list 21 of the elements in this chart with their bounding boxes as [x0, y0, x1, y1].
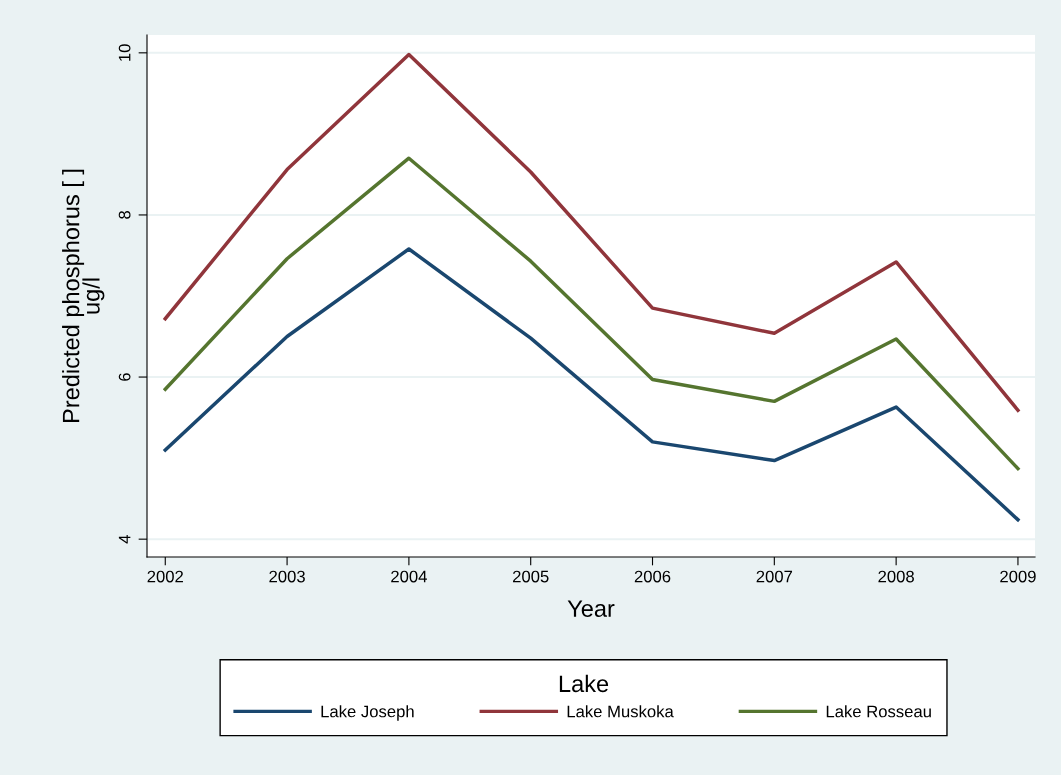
x-tick-label: 2008	[878, 570, 914, 583]
x-tick-label: 2009	[1000, 570, 1036, 583]
legend-title: Lake	[559, 674, 609, 693]
y-tick-label: 10	[118, 44, 131, 61]
x-axis-title: Year	[567, 600, 615, 617]
x-tick-label: 2007	[756, 570, 793, 583]
x-tick-label: 2003	[269, 570, 305, 583]
x-tick-label: 2006	[634, 570, 671, 583]
y-axis-title: Predicted phosphorus [ ] ug/l	[62, 169, 105, 423]
y-tick-label: 8	[118, 211, 131, 219]
legend-label: Lake Joseph	[321, 705, 414, 721]
legend-label: Lake Rosseau	[826, 705, 931, 718]
y-tick-label: 6	[118, 373, 131, 381]
y-tick-label: 4	[118, 535, 131, 544]
x-tick-label: 2005	[513, 570, 549, 583]
x-tick-label: 2004	[391, 570, 427, 583]
x-tick-label: 2002	[147, 570, 183, 583]
line-series	[163, 52, 1020, 413]
line-series	[163, 247, 1020, 522]
legend-label: Lake Muskoka	[567, 705, 674, 718]
line-series	[163, 156, 1020, 471]
